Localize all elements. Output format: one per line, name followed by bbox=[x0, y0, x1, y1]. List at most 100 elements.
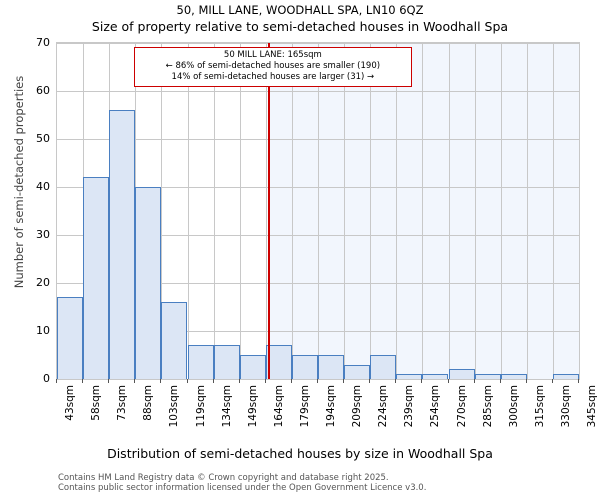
histogram-bar bbox=[239, 355, 266, 379]
x-axis-tick-mark bbox=[238, 379, 240, 383]
x-axis-tick-mark bbox=[499, 379, 501, 383]
x-axis-tick-mark bbox=[421, 379, 423, 383]
x-axis-tick-mark bbox=[369, 379, 371, 383]
annotation-line-3: 14% of semi-detached houses are larger (… bbox=[171, 72, 375, 82]
x-axis-tick-mark bbox=[290, 379, 292, 383]
gridline-vertical bbox=[370, 43, 372, 379]
gridline-vertical bbox=[396, 43, 398, 379]
y-axis-label: Number of semi-detached properties bbox=[12, 75, 26, 289]
x-axis-tick-label: 345sqm bbox=[586, 385, 598, 428]
chart-subtitle: Size of property relative to semi-detach… bbox=[91, 19, 509, 34]
gridline-vertical bbox=[265, 43, 267, 379]
histogram-bar bbox=[83, 177, 110, 379]
gridline-vertical bbox=[448, 43, 450, 379]
x-axis: 43sqm 58sqm 73sqm 88sqm 103sqm 119sqm 134sqm 14… bbox=[56, 379, 598, 439]
x-axis-tick-label: 73sqm bbox=[116, 385, 129, 421]
y-axis-tick-label: 10 bbox=[36, 324, 50, 337]
histogram-bar bbox=[396, 374, 423, 379]
gridline-vertical bbox=[526, 43, 528, 379]
x-axis-tick-label: 179sqm bbox=[298, 385, 311, 428]
chart-title-block: 50, MILL LANE, WOODHALL SPA, LN10 6QZ Si… bbox=[0, 2, 600, 36]
histogram-bar bbox=[213, 345, 240, 379]
x-axis-tick-label: 300sqm bbox=[507, 385, 520, 428]
footer-line-2: Contains public sector information licen… bbox=[58, 483, 427, 493]
footer-line-1: Contains HM Land Registry data © Crown c… bbox=[58, 473, 389, 483]
histogram-bar bbox=[265, 345, 292, 379]
page-title: 50, MILL LANE, WOODHALL SPA, LN10 6QZ bbox=[176, 3, 424, 17]
x-axis-tick-label: 330sqm bbox=[559, 385, 572, 428]
x-axis-label: Distribution of semi-detached houses by … bbox=[107, 446, 493, 461]
x-axis-tick-mark bbox=[264, 379, 266, 383]
x-axis-tick-mark bbox=[160, 379, 162, 383]
x-axis-tick-label: 134sqm bbox=[220, 385, 233, 428]
y-axis: 0 10 20 30 40 50 60 70 bbox=[0, 37, 50, 384]
x-axis-tick-label: 194sqm bbox=[325, 385, 337, 428]
gridline-vertical bbox=[422, 43, 424, 379]
annotation-line-1: 50 MILL LANE: 165sqm bbox=[223, 50, 322, 60]
gridline-vertical bbox=[161, 43, 163, 379]
histogram-bar bbox=[448, 369, 475, 379]
marker-annotation-box: 50 MILL LANE: 165sqm ← 86% of semi-detac… bbox=[133, 47, 412, 87]
x-axis-tick-label: 103sqm bbox=[168, 385, 181, 428]
x-axis-tick-mark bbox=[525, 379, 527, 383]
gridline-vertical bbox=[239, 43, 241, 379]
x-axis-tick-mark bbox=[447, 379, 449, 383]
histogram-bar bbox=[370, 355, 397, 379]
histogram-bar bbox=[291, 355, 318, 379]
x-axis-tick-mark bbox=[395, 379, 397, 383]
x-axis-tick-mark bbox=[317, 379, 318, 383]
histogram-bar bbox=[161, 302, 188, 379]
subject-property-marker-line bbox=[267, 43, 270, 379]
x-axis-tick-mark bbox=[186, 379, 188, 383]
annotation-line-2: ← 86% of semi-detached houses are smalle… bbox=[165, 61, 381, 71]
plot-area bbox=[56, 42, 580, 380]
y-axis-tick-label: 40 bbox=[36, 180, 50, 193]
x-axis-tick-mark bbox=[343, 379, 345, 383]
larger-properties-shaded-region bbox=[267, 43, 579, 379]
x-axis-tick-label: 149sqm bbox=[246, 385, 259, 428]
x-axis-tick-mark bbox=[82, 379, 84, 383]
x-axis-tick-label: 58sqm bbox=[90, 385, 103, 421]
gridline-vertical bbox=[474, 43, 476, 379]
gridline-vertical bbox=[344, 43, 346, 379]
x-axis-tick-mark bbox=[134, 379, 136, 383]
x-axis-tick-label: 119sqm bbox=[194, 385, 207, 428]
histogram-bar bbox=[187, 345, 214, 379]
x-axis-tick-mark bbox=[212, 379, 214, 383]
x-axis-tick-label: 270sqm bbox=[455, 385, 468, 428]
gridline-vertical bbox=[552, 43, 554, 379]
x-axis-tick-label: 209sqm bbox=[351, 385, 364, 428]
x-axis-tick-mark bbox=[551, 379, 553, 383]
x-axis-tick-label: 285sqm bbox=[481, 385, 494, 428]
x-axis-tick-label: 43sqm bbox=[64, 385, 76, 421]
y-axis-tick-label: 70 bbox=[36, 36, 50, 49]
x-axis-tick-label: 88sqm bbox=[142, 385, 155, 421]
x-axis-tick-mark bbox=[108, 379, 110, 383]
gridline-vertical bbox=[318, 43, 319, 379]
histogram-bar bbox=[474, 374, 501, 379]
gridline-vertical bbox=[500, 43, 502, 379]
gridline-vertical bbox=[291, 43, 293, 379]
histogram-bar bbox=[318, 355, 345, 379]
histogram-bar bbox=[500, 374, 527, 379]
x-axis-tick-label: 224sqm bbox=[377, 385, 390, 428]
histogram-bar bbox=[57, 297, 84, 379]
histogram-bar bbox=[109, 110, 136, 379]
x-axis-tick-label: 315sqm bbox=[533, 385, 546, 428]
y-axis-tick-label: 50 bbox=[36, 132, 50, 145]
x-axis-tick-label: 254sqm bbox=[429, 385, 442, 428]
x-axis-tick-mark bbox=[578, 379, 579, 383]
histogram-bar bbox=[552, 374, 579, 379]
histogram-bar bbox=[344, 364, 371, 379]
x-axis-tick-label: 239sqm bbox=[403, 385, 416, 428]
y-axis-tick-label: 20 bbox=[36, 276, 50, 289]
histogram-bar bbox=[135, 187, 162, 379]
y-axis-tick-label: 60 bbox=[36, 84, 50, 97]
gridline-vertical bbox=[213, 43, 215, 379]
gridline-vertical bbox=[187, 43, 189, 379]
attribution-footer: Contains HM Land Registry data © Crown c… bbox=[58, 473, 598, 493]
histogram-bar bbox=[422, 374, 449, 379]
y-axis-tick-label: 30 bbox=[36, 228, 50, 241]
x-axis-tick-mark bbox=[473, 379, 475, 383]
